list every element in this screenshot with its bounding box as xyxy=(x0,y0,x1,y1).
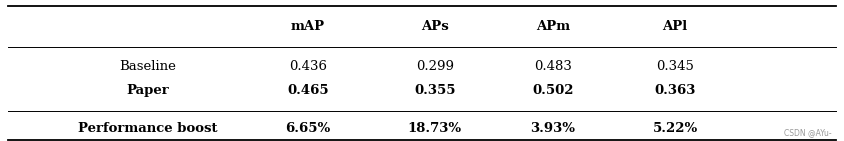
Text: 6.65%: 6.65% xyxy=(285,122,331,135)
Text: 0.299: 0.299 xyxy=(415,60,454,73)
Text: 0.363: 0.363 xyxy=(654,84,696,97)
Text: APm: APm xyxy=(536,20,570,33)
Text: 0.436: 0.436 xyxy=(289,60,327,73)
Text: 5.22%: 5.22% xyxy=(652,122,698,135)
Text: 3.93%: 3.93% xyxy=(530,122,576,135)
Text: mAP: mAP xyxy=(291,20,325,33)
Text: APl: APl xyxy=(663,20,688,33)
Text: Paper: Paper xyxy=(127,84,169,97)
Text: 0.483: 0.483 xyxy=(534,60,571,73)
Text: 0.502: 0.502 xyxy=(532,84,574,97)
Text: APs: APs xyxy=(421,20,448,33)
Text: CSDN @AYu-: CSDN @AYu- xyxy=(784,128,831,137)
Text: 0.345: 0.345 xyxy=(657,60,694,73)
Text: 0.355: 0.355 xyxy=(414,84,456,97)
Text: Performance boost: Performance boost xyxy=(78,122,218,135)
Text: Baseline: Baseline xyxy=(119,60,176,73)
Text: 0.465: 0.465 xyxy=(287,84,329,97)
Text: 18.73%: 18.73% xyxy=(408,122,462,135)
